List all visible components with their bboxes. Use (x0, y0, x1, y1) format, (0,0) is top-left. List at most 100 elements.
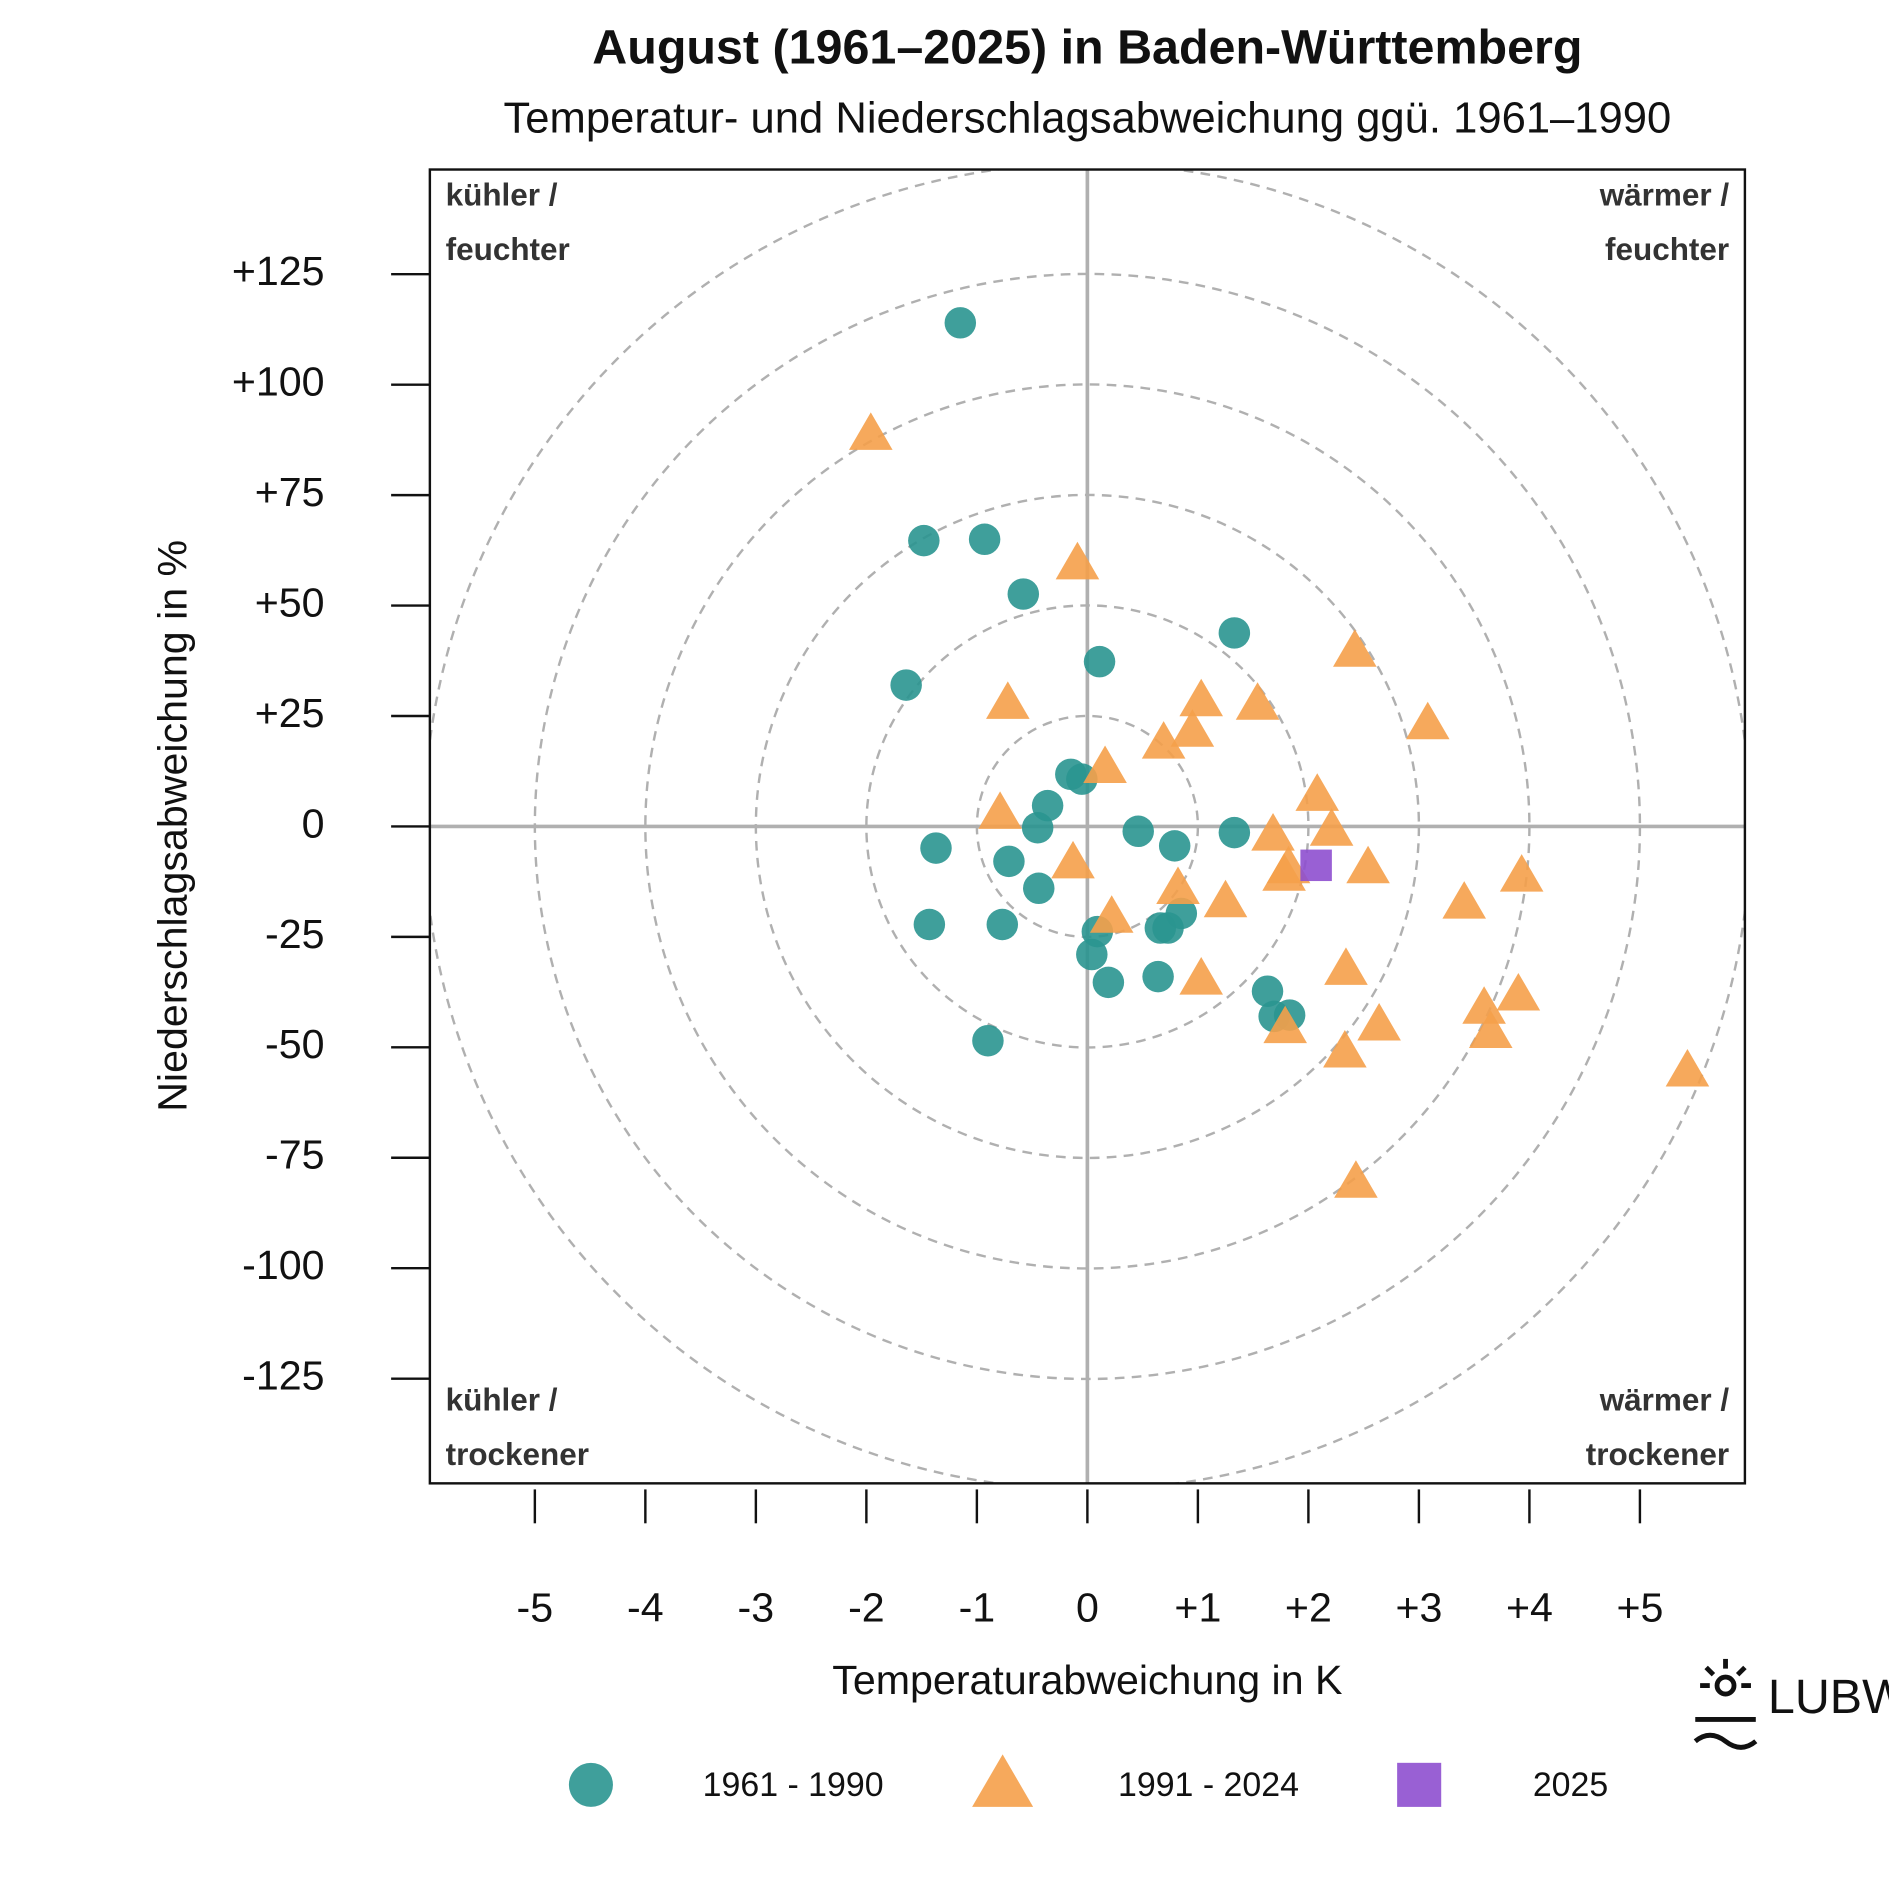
triangle-marker (1055, 541, 1100, 580)
triangle-marker (1051, 840, 1095, 879)
quadrant-label: kühler / (446, 1383, 558, 1418)
y-tick-label: -50 (265, 1021, 324, 1067)
triangle-marker (1179, 957, 1224, 995)
quadrant-label: feuchter (446, 232, 570, 267)
logo-sun (1714, 1674, 1737, 1697)
triangle-marker (1334, 1160, 1378, 1198)
x-tick-label: 0 (1076, 1584, 1099, 1630)
quadrant-label: trockener (1586, 1437, 1729, 1472)
legend-marker (1397, 1762, 1442, 1807)
circle-marker (968, 523, 1001, 556)
y-tick-label: +100 (232, 359, 325, 405)
x-tick-label: +3 (1395, 1584, 1442, 1630)
x-tick-label: -3 (738, 1584, 775, 1630)
triangle-marker (1203, 879, 1248, 918)
square-marker (1300, 849, 1332, 882)
y-axis-label: Niederschlagsabweichung in % (149, 540, 195, 1112)
y-tick-label: -75 (265, 1132, 324, 1178)
logo-wave (1693, 1732, 1758, 1750)
y-tick-label: -100 (242, 1242, 324, 1288)
circle-marker (908, 524, 940, 557)
circle-marker (1076, 938, 1108, 971)
circle-marker (986, 908, 1019, 941)
circle-marker (1023, 872, 1055, 905)
circle-marker (1218, 617, 1251, 649)
logo-ray (1735, 1665, 1747, 1677)
triangle-marker (1346, 845, 1390, 884)
circle-marker (993, 845, 1025, 878)
logo-text: LUBW (1768, 1670, 1889, 1724)
x-axis-label: Temperaturabweichung in K (832, 1657, 1342, 1703)
quadrant-label: kühler / (446, 178, 558, 213)
chart-title: August (1961–2025) in Baden-Württemberg (592, 21, 1582, 75)
triangle-marker (1324, 947, 1368, 985)
triangle-marker (1295, 773, 1340, 811)
circle-marker (944, 307, 977, 339)
circle-marker (1218, 816, 1251, 849)
triangle-marker (1468, 1010, 1513, 1049)
legend-label: 1961 - 1990 (703, 1766, 884, 1804)
chart-subtitle: Temperatur- und Niederschlagsabweichung … (504, 95, 1672, 143)
quadrant-label: feuchter (1605, 232, 1729, 267)
x-tick-label: +2 (1285, 1584, 1332, 1630)
triangle-marker (1089, 895, 1134, 933)
x-tick-label: -4 (627, 1584, 664, 1630)
y-tick-label: -125 (242, 1353, 324, 1399)
y-tick-label: +75 (255, 469, 325, 515)
circle-marker (913, 908, 946, 941)
quadrant-label: wärmer / (1599, 178, 1730, 213)
triangle-marker (1262, 853, 1306, 891)
circle-marker (972, 1024, 1004, 1057)
circle-marker (1083, 645, 1116, 678)
y-tick-label: 0 (302, 800, 325, 846)
x-tick-label: -2 (848, 1584, 885, 1630)
triangle-marker (848, 412, 893, 450)
y-tick-label: +125 (232, 248, 325, 294)
circle-marker (1092, 966, 1125, 999)
triangle-marker (1235, 682, 1280, 720)
y-tick-label: +50 (255, 579, 325, 625)
triangle-marker (1499, 854, 1544, 892)
circle-marker (1158, 830, 1191, 862)
triangle-marker (986, 681, 1030, 719)
triangle-marker (1141, 721, 1186, 759)
quadrant-label: trockener (446, 1437, 589, 1472)
triangle-marker (1083, 745, 1127, 783)
triangle-marker (1442, 881, 1487, 919)
y-tick-label: +25 (255, 690, 325, 736)
logo (1693, 1658, 1758, 1750)
x-tick-label: +1 (1174, 1584, 1221, 1630)
triangle-marker (1179, 678, 1224, 717)
triangle-marker (1333, 629, 1377, 667)
x-tick-label: +5 (1616, 1584, 1663, 1630)
triangle-marker (1309, 808, 1354, 846)
triangle-marker (1462, 986, 1506, 1024)
legend-marker (568, 1762, 613, 1807)
logo-ray (1704, 1665, 1716, 1677)
circle-marker (1142, 960, 1174, 993)
legend-label: 2025 (1533, 1766, 1608, 1804)
triangle-marker (1323, 1029, 1367, 1068)
triangle-marker (1496, 972, 1541, 1011)
legend-label: 1991 - 2024 (1118, 1766, 1299, 1804)
circle-marker (1066, 763, 1098, 795)
circle-marker (1122, 815, 1154, 848)
circle-marker (1007, 578, 1040, 610)
triangle-marker (1263, 1005, 1307, 1044)
x-tick-label: -5 (517, 1584, 554, 1630)
triangle-marker (1357, 1002, 1401, 1041)
circle-marker (890, 669, 922, 701)
circle-marker (1021, 812, 1054, 844)
circle-marker (920, 832, 952, 864)
circle-marker (1152, 912, 1184, 944)
x-tick-label: -1 (959, 1584, 996, 1630)
quadrant-label: wärmer / (1599, 1383, 1730, 1418)
y-tick-label: -25 (265, 911, 324, 957)
triangle-marker (978, 791, 1022, 829)
triangle-marker (1156, 866, 1200, 905)
circle-marker (1251, 975, 1284, 1007)
triangle-marker (1170, 709, 1215, 747)
triangle-marker (1665, 1048, 1710, 1087)
x-tick-label: +4 (1506, 1584, 1553, 1630)
triangle-marker (1251, 813, 1295, 851)
